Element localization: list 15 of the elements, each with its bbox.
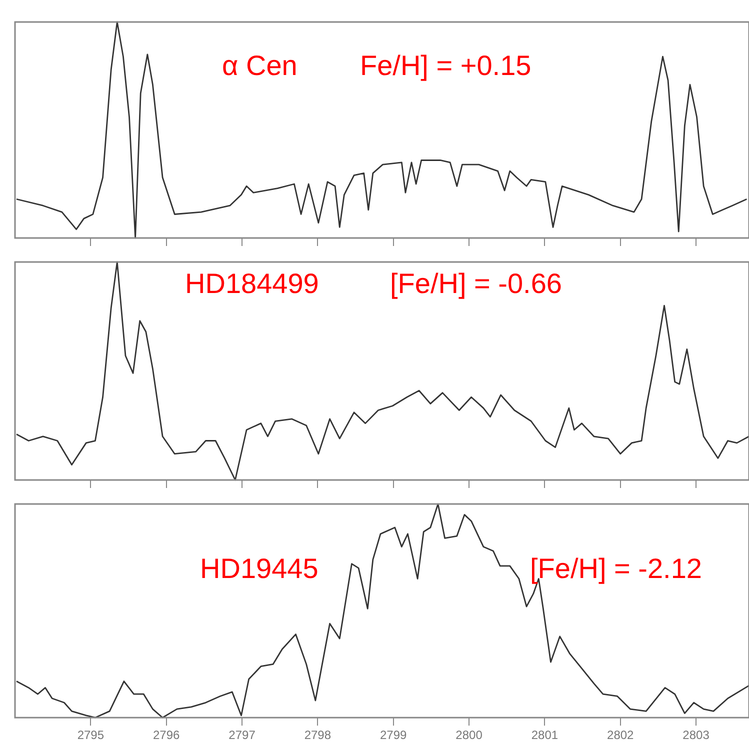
annotation: Fe/H] = +0.15	[360, 50, 532, 81]
x-tick-label: 2798	[304, 728, 332, 742]
x-tick-label: 2803	[682, 728, 710, 742]
annotation: α Cen	[222, 50, 298, 81]
x-tick-label: 2800	[456, 728, 483, 742]
annotation: [Fe/H] = -2.12	[530, 553, 702, 584]
x-tick-label: 2797	[228, 728, 256, 742]
annotation: [Fe/H] = -0.66	[390, 268, 562, 299]
x-tick-label: 2802	[607, 728, 634, 742]
x-tick-label: 2799	[380, 728, 408, 742]
x-tick-label: 2801	[531, 728, 558, 742]
x-tick-label: 2796	[152, 728, 180, 742]
annotation: HD19445	[200, 553, 318, 584]
annotation: HD184499	[185, 268, 319, 299]
x-tick-label: 2795	[77, 728, 104, 742]
